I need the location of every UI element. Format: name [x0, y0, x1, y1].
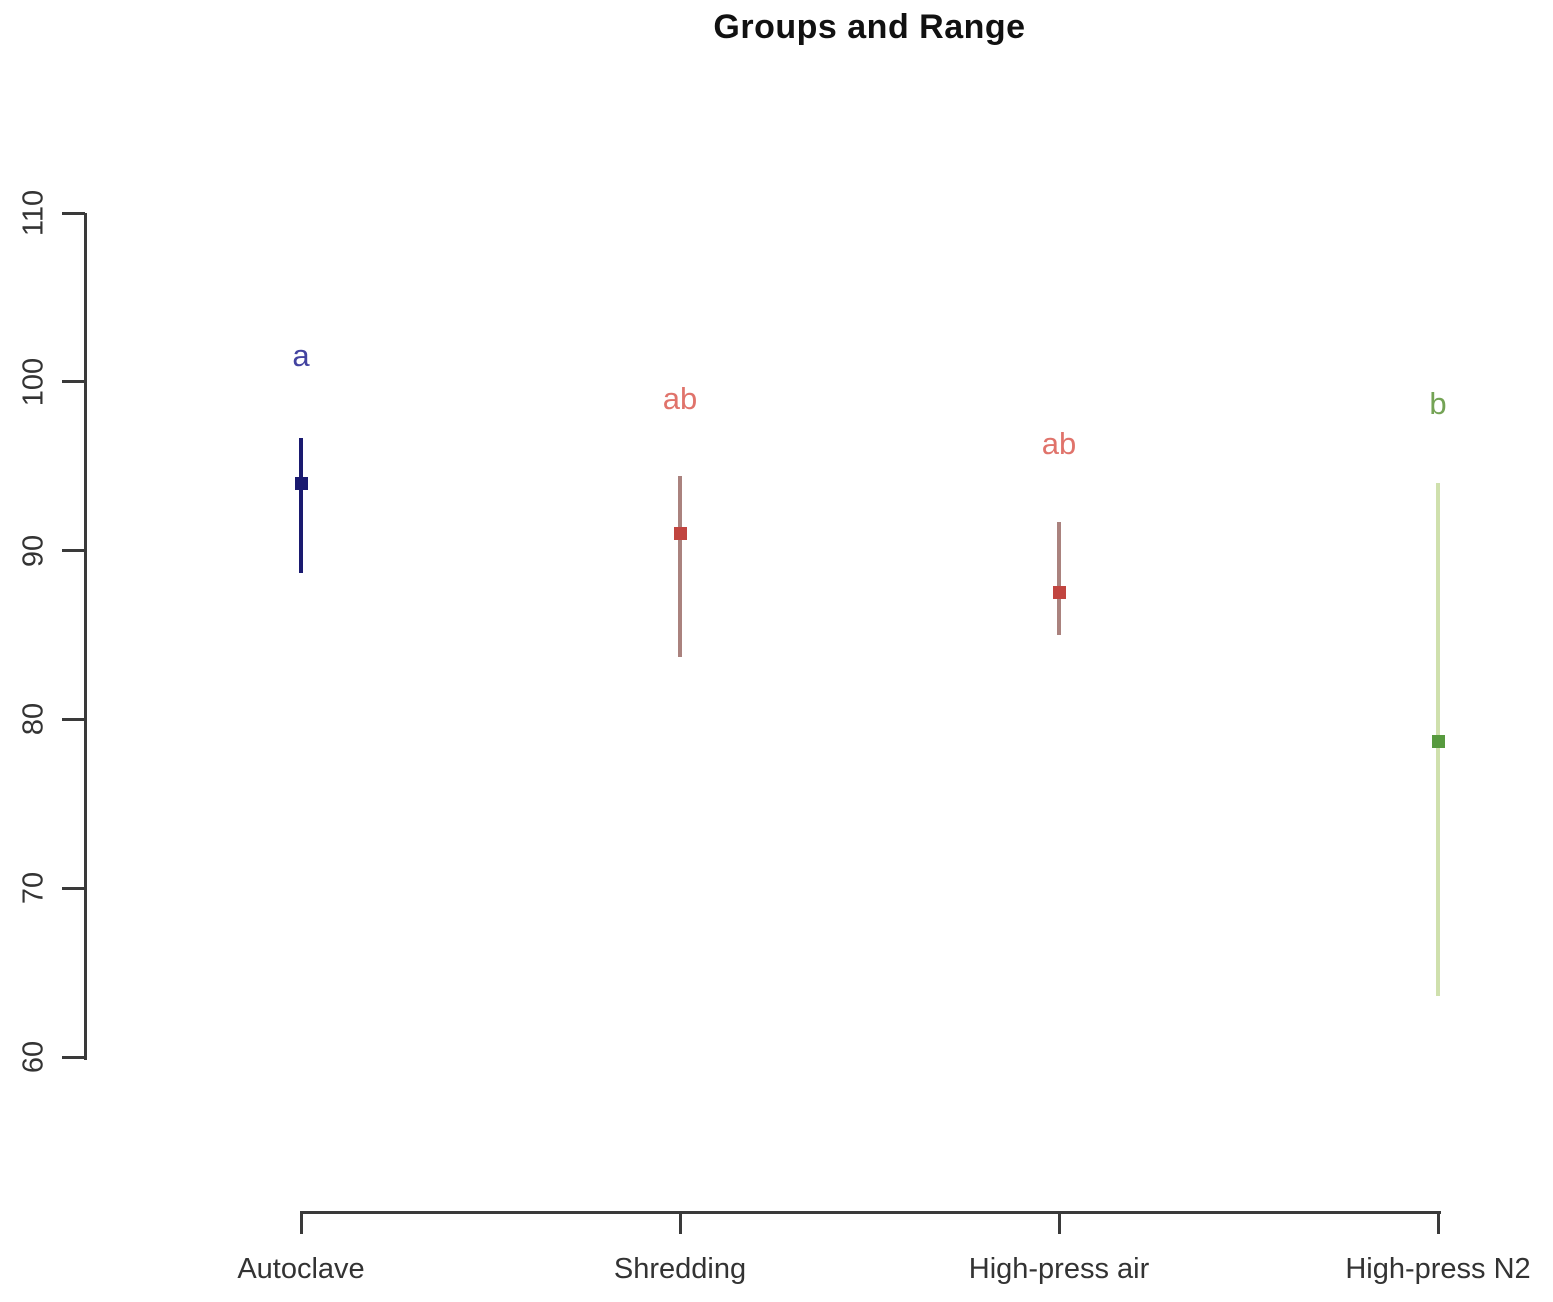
- mean-point: [673, 527, 687, 541]
- y-tick-mark: [62, 886, 85, 890]
- x-tick-label: Shredding: [613, 1253, 747, 1285]
- x-tick-label: Autoclave: [237, 1253, 365, 1285]
- x-axis-line: [301, 1211, 1441, 1214]
- x-tick-mark: [1057, 1211, 1061, 1234]
- group-letter: ab: [662, 380, 698, 416]
- y-tick-label: 110: [17, 189, 50, 237]
- group-letter: b: [1429, 385, 1447, 421]
- y-tick-label: 70: [17, 872, 50, 905]
- chart-title: Groups and Range: [713, 8, 1026, 46]
- y-tick-mark: [62, 211, 85, 215]
- y-axis-line: [84, 213, 87, 1060]
- y-tick-mark: [62, 1055, 85, 1059]
- y-tick-mark: [62, 380, 85, 384]
- y-tick-label: 90: [17, 534, 50, 567]
- range-line: [678, 476, 682, 657]
- y-tick-mark: [62, 717, 85, 721]
- range-line: [1057, 521, 1061, 635]
- y-tick-label: 60: [17, 1040, 50, 1074]
- range-line: [299, 437, 303, 573]
- x-tick-mark: [1436, 1211, 1440, 1234]
- group-letter: a: [292, 338, 310, 374]
- mean-point: [1431, 734, 1445, 748]
- x-tick-label: High-press air: [968, 1253, 1150, 1285]
- x-tick-mark: [678, 1211, 682, 1234]
- y-tick-mark: [62, 549, 85, 553]
- y-tick-label: 80: [17, 703, 50, 736]
- x-tick-mark: [299, 1211, 303, 1234]
- y-tick-label: 100: [17, 357, 50, 406]
- mean-point: [294, 476, 308, 490]
- mean-point: [1052, 586, 1066, 600]
- group-letter: ab: [1041, 426, 1077, 462]
- x-tick-label: High-press N2: [1345, 1253, 1531, 1285]
